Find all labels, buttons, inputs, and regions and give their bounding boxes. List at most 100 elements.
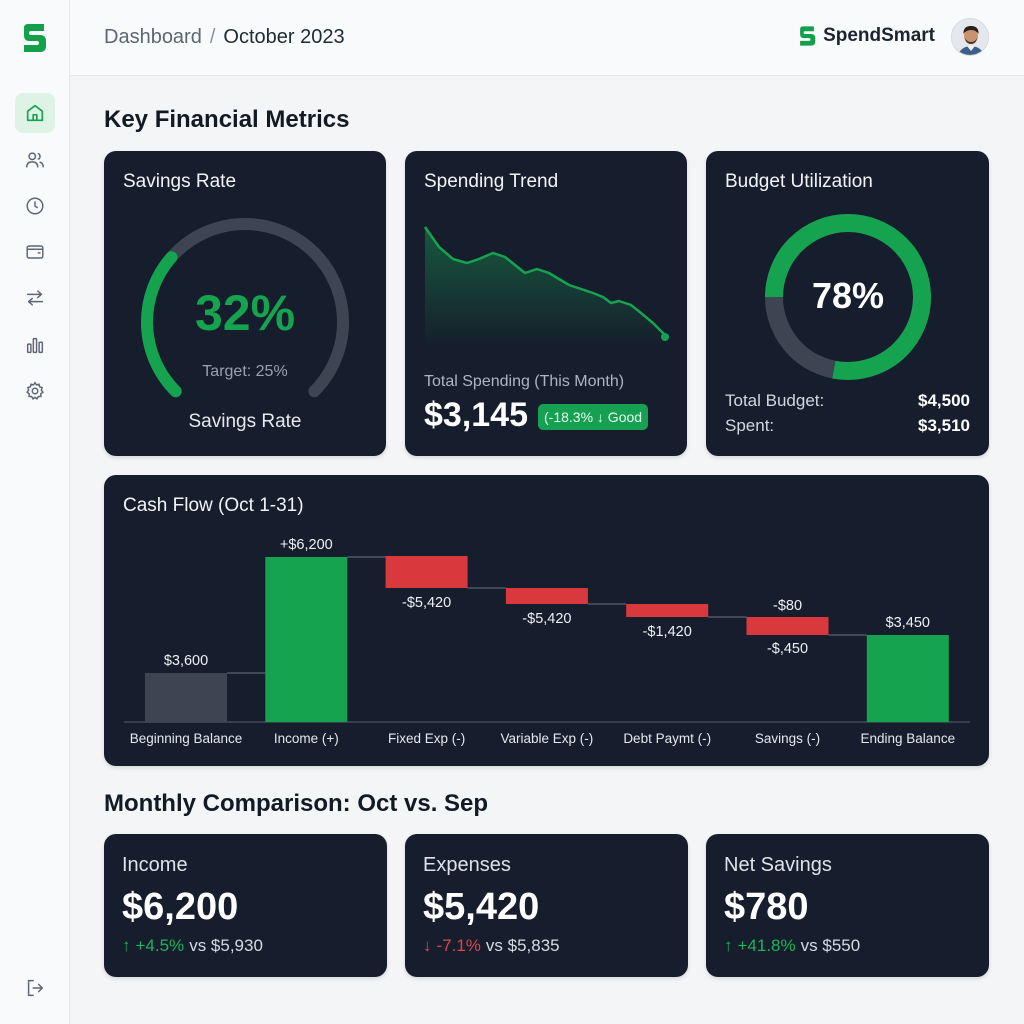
home-icon (26, 104, 44, 122)
expenses-change-percent: -7.1% (436, 936, 481, 955)
user-avatar[interactable] (951, 18, 989, 56)
sidebar (0, 0, 70, 1024)
budget-utilization-value: 78% (811, 275, 885, 316)
bar-value-label: $3,600 (164, 653, 208, 669)
bar-value-label: -$80 (773, 598, 802, 614)
waterfall-bar[interactable] (626, 604, 709, 617)
spent-row: Spent: $3,510 (725, 416, 970, 436)
spending-change-badge: (-18.3% ↓ Good (538, 404, 649, 430)
x-axis-label: Beginning Balance (130, 731, 243, 746)
savings-rate-caption: Savings Rate (188, 411, 302, 432)
sparkline-area (425, 227, 665, 349)
savings-rate-value: 32% (194, 285, 296, 341)
expenses-comparison-card[interactable]: Expenses $5,420 ↓ -7.1% vs $5,835 (405, 834, 688, 977)
spent-label: Spent: (725, 416, 775, 435)
arrow-up-icon: ↑ (122, 936, 131, 955)
total-budget-label: Total Budget: (725, 391, 825, 410)
cash-flow-card[interactable]: Cash Flow (Oct 1-31) Beginning Balance In… (104, 475, 989, 766)
clock-icon (26, 197, 44, 215)
waterfall-bar[interactable] (505, 588, 588, 604)
comparison-title: Monthly Comparison: Oct vs. Sep (104, 790, 489, 817)
nav-logout[interactable] (15, 968, 55, 1008)
bar-value-label: -$5,420 (402, 595, 451, 611)
net-savings-change-percent: +41.8% (737, 936, 796, 955)
total-budget-value: $4,500 (918, 391, 970, 410)
settings-icon (26, 381, 44, 400)
savings-rate-card[interactable]: Savings Rate 32% Target: 25% Savings Rat… (104, 151, 386, 456)
nav-history[interactable] (15, 186, 55, 226)
total-budget-row: Total Budget: $4,500 (725, 391, 970, 411)
users-icon (26, 152, 44, 168)
spending-trend-title: Spending Trend (424, 171, 559, 192)
donut-fill (765, 214, 931, 380)
waterfall-bar[interactable] (746, 617, 829, 635)
income-change: ↑ +4.5% vs $5,930 (122, 936, 263, 956)
savings-rate-target: Target: 25% (202, 363, 288, 380)
expenses-previous: vs $5,835 (485, 936, 560, 955)
bar-value-label: $3,450 (886, 615, 930, 631)
x-axis-label: Variable Exp (-) (501, 731, 594, 746)
income-value: $6,200 (122, 886, 239, 928)
net-savings-comparison-card[interactable]: Net Savings $780 ↑ +41.8% vs $550 (706, 834, 989, 977)
nav-reports[interactable] (15, 325, 55, 365)
total-spending-label: Total Spending (This Month) (424, 373, 625, 390)
waterfall-bar[interactable] (145, 673, 227, 722)
spending-trend-sparkline (423, 226, 669, 349)
x-axis-label: Debt Paymt (-) (623, 731, 711, 746)
logout-icon (27, 979, 44, 997)
spendsmart-logo-icon[interactable] (20, 22, 48, 54)
bar-value-label: -$1,420 (643, 624, 692, 640)
gauge-fill (141, 251, 182, 398)
cash-flow-title: Cash Flow (Oct 1-31) (123, 495, 304, 516)
nav-wallet[interactable] (15, 232, 55, 272)
budget-utilization-title: Budget Utilization (725, 171, 873, 192)
key-metrics-title: Key Financial Metrics (104, 106, 350, 133)
sparkline-end-dot (661, 333, 669, 341)
net-savings-change: ↑ +41.8% vs $550 (724, 936, 860, 956)
breadcrumb-current: October 2023 (223, 26, 345, 48)
x-axis-label: Income (+) (274, 731, 339, 746)
breadcrumb: Dashboard / October 2023 (104, 26, 345, 49)
nav-settings[interactable] (15, 371, 55, 411)
spendsmart-logo-icon (800, 26, 816, 46)
brand[interactable]: SpendSmart (797, 25, 935, 47)
budget-donut (765, 214, 931, 380)
nav-home[interactable] (15, 93, 55, 133)
total-spending-amount: $3,145 (424, 396, 528, 434)
income-comparison-card[interactable]: Income $6,200 ↑ +4.5% vs $5,930 (104, 834, 387, 977)
arrow-up-icon: ↑ (724, 936, 733, 955)
waterfall-bar[interactable] (866, 635, 949, 722)
savings-rate-title: Savings Rate (123, 171, 237, 192)
wallet-icon (26, 245, 44, 259)
spending-trend-card[interactable]: Spending Trend Total Spending (This Mont… (405, 151, 687, 456)
cash-flow-waterfall-chart: Beginning Balance Income (+) Fixed Exp (-)… (124, 537, 970, 746)
top-header: Dashboard / October 2023 SpendSmart (70, 0, 1024, 76)
bar-value-label: -$,450 (767, 641, 808, 657)
x-axis-label: Savings (-) (755, 731, 820, 746)
budget-utilization-card[interactable]: Budget Utilization 78% Total Budget: $4,… (706, 151, 989, 456)
waterfall-bar[interactable] (385, 556, 468, 588)
income-previous: vs $5,930 (189, 936, 263, 955)
income-change-percent: +4.5% (135, 936, 185, 955)
bar-value-label: -$5,420 (522, 611, 571, 627)
expenses-change: ↓ -7.1% vs $5,835 (423, 936, 560, 956)
transfer-icon (26, 290, 44, 306)
avatar-icon (952, 19, 988, 55)
x-axis-label: Fixed Exp (-) (388, 731, 465, 746)
breadcrumb-separator: / (209, 26, 216, 48)
arrow-down-icon: ↓ (423, 936, 432, 955)
expenses-label: Expenses (423, 854, 511, 876)
chart-icon (26, 337, 44, 354)
x-axis-label: Ending Balance (861, 731, 956, 746)
net-savings-previous: vs $550 (800, 936, 861, 955)
income-label: Income (122, 854, 188, 876)
savings-rate-gauge (141, 218, 349, 398)
net-savings-value: $780 (724, 886, 809, 928)
nav-users[interactable] (15, 140, 55, 180)
breadcrumb-dashboard[interactable]: Dashboard (104, 26, 202, 48)
expenses-value: $5,420 (423, 886, 540, 928)
brand-name: SpendSmart (823, 25, 935, 46)
spent-value: $3,510 (918, 416, 970, 435)
nav-transfers[interactable] (15, 278, 55, 318)
waterfall-bar[interactable] (265, 557, 348, 722)
